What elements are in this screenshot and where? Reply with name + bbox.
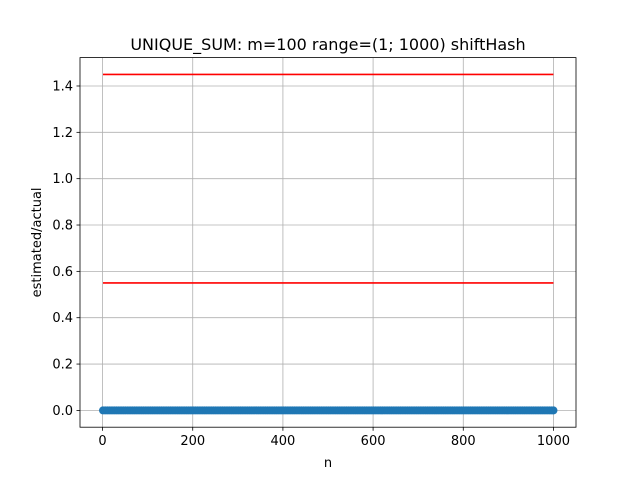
y-axis-label: estimated/actual <box>30 187 45 297</box>
ticks: 0 200 400 600 800 1000 0.0 0.2 0.4 0.6 0.8 1.0 1.2 1.… <box>52 79 570 449</box>
x-tick-label: 0 <box>98 434 106 449</box>
x-tick-label: 200 <box>180 434 205 449</box>
y-tick-label: 1.0 <box>52 172 73 187</box>
y-tick-label: 0.8 <box>52 219 73 234</box>
y-tick-label: 0.0 <box>52 404 73 419</box>
x-tick-label: 600 <box>361 434 386 449</box>
x-tick-label: 1000 <box>537 434 570 449</box>
plot-frame <box>79 57 577 428</box>
data-point <box>549 406 558 415</box>
y-tick-label: 1.4 <box>52 79 73 94</box>
x-tick-label: 800 <box>451 434 476 449</box>
y-tick-label: 0.6 <box>52 265 73 280</box>
x-tick-label: 400 <box>270 434 295 449</box>
chart-title: UNIQUE_SUM: m=100 range=(1; 1000) shiftH… <box>130 35 525 55</box>
y-tick-label: 1.2 <box>52 126 73 141</box>
scatter-series <box>98 406 558 415</box>
y-tick-label: 0.4 <box>52 311 73 326</box>
grid <box>80 57 576 428</box>
y-tick-label: 0.2 <box>52 358 73 373</box>
plot-data <box>98 73 558 415</box>
x-axis-label: n <box>324 456 332 471</box>
